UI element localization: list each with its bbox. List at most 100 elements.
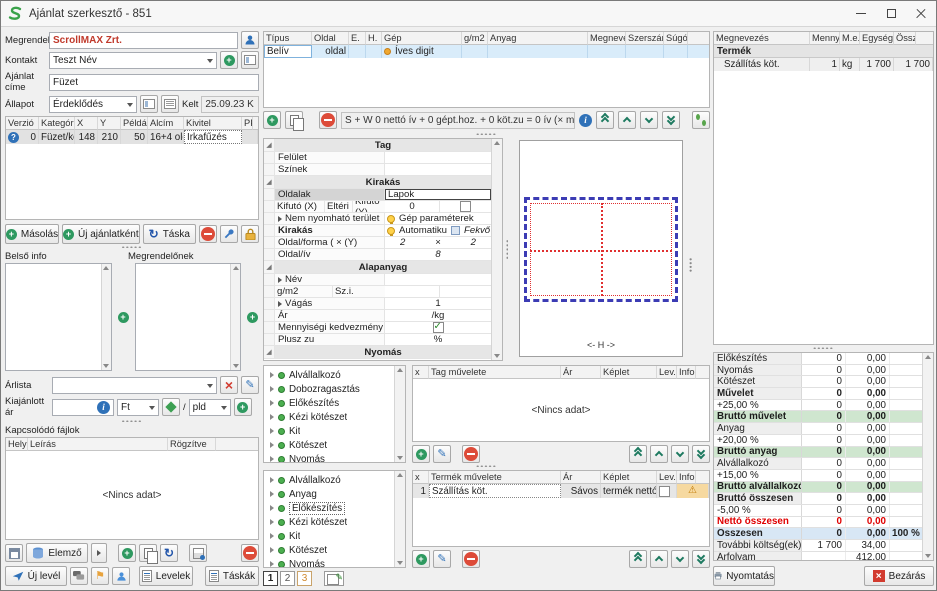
move-bottom-button[interactable] <box>692 550 710 568</box>
column-header[interactable]: Típus <box>264 32 312 45</box>
lock-button[interactable] <box>241 225 259 243</box>
summary-row[interactable]: Összesen 0 0,00 100 % <box>714 528 922 540</box>
move-up-button[interactable] <box>650 550 668 568</box>
analyzer-button[interactable]: Elemző <box>26 543 88 563</box>
checkbox[interactable] <box>460 201 471 212</box>
add-note-button[interactable] <box>117 311 129 323</box>
splitter-handle[interactable] <box>713 345 934 352</box>
column-header[interactable]: Egységár <box>860 32 894 45</box>
edit-operation-button[interactable] <box>433 445 451 463</box>
column-header[interactable]: H. <box>366 32 382 45</box>
splitter-handle[interactable] <box>5 418 259 425</box>
summary-row[interactable]: Bruttó alvállalkozó 0 0,00 <box>714 481 922 494</box>
chevron-down-icon[interactable] <box>149 405 155 410</box>
close-dialog-button[interactable]: Bezárás <box>864 566 934 586</box>
column-header[interactable]: x <box>413 366 429 379</box>
splitter-handle[interactable] <box>503 138 512 361</box>
contact-card-button[interactable] <box>241 51 259 69</box>
column-header[interactable]: Példán <box>121 117 148 130</box>
tree-item[interactable]: Kit <box>264 529 394 543</box>
section-collapse-icon[interactable]: ◢ <box>264 261 275 273</box>
column-header[interactable]: Termék művelete <box>429 471 561 484</box>
summary-row[interactable]: -5,00 % 0 0,00 <box>714 505 922 517</box>
tools-button[interactable] <box>220 225 238 243</box>
expand-arrow-icon[interactable] <box>270 491 274 497</box>
view-card-button[interactable] <box>140 95 158 113</box>
summary-row[interactable]: Nettó összesen 0 0,00 <box>714 516 922 529</box>
tree-item[interactable]: Kit <box>264 424 394 438</box>
edit-operation-button[interactable] <box>433 550 451 568</box>
expand-arrow-icon[interactable] <box>270 414 274 420</box>
remove-operation-button[interactable] <box>462 550 480 568</box>
column-header[interactable]: Hely <box>6 438 28 451</box>
summary-row[interactable]: Anyag 0 0,00 <box>714 423 922 435</box>
prop-felulet[interactable]: Felület <box>264 152 491 164</box>
summary-row[interactable]: Előkészítés 0 0,00 <box>714 353 922 365</box>
assignee-button[interactable] <box>112 567 130 585</box>
checkbox-checked[interactable] <box>432 322 444 333</box>
column-header[interactable]: Oldal <box>312 32 349 45</box>
tree-item[interactable]: Kötészet <box>264 438 394 452</box>
column-header[interactable]: Alcím <box>148 117 184 130</box>
for-customer-textarea[interactable] <box>134 263 241 371</box>
add-file-button[interactable] <box>118 544 136 562</box>
chevron-down-icon[interactable] <box>220 405 227 410</box>
prop-oldal-iv[interactable]: Oldal/ív 8 <box>264 249 491 261</box>
column-header[interactable]: X <box>75 117 98 130</box>
column-header[interactable]: PP <box>242 117 253 130</box>
expand-arrow-icon[interactable] <box>270 400 274 406</box>
expand-arrow-icon[interactable] <box>270 456 274 462</box>
version-row[interactable]: 0 Füzet/köny 148 210 50 16+4 old, S Irka… <box>6 130 258 144</box>
tree-item[interactable]: Előkészítés <box>264 396 394 410</box>
tree-item[interactable]: Nyomás <box>264 452 394 462</box>
new-mail-button[interactable]: Új levél <box>5 566 67 586</box>
date-field[interactable]: 25.09.23 K <box>201 95 259 113</box>
view-list-button[interactable] <box>161 95 179 113</box>
expand-arrow-icon[interactable] <box>270 428 274 434</box>
scrollbar[interactable] <box>394 366 405 462</box>
splitter-handle[interactable] <box>263 463 710 470</box>
bags-button[interactable]: Táskák <box>205 566 259 586</box>
chevron-down-icon[interactable] <box>207 58 213 63</box>
tree-item[interactable]: Alvállalkozó <box>264 473 394 487</box>
summary-row[interactable]: További költség(ek) 1 700 34,00 <box>714 540 922 552</box>
section-nyomas[interactable]: Nyomás <box>275 346 491 358</box>
splitter-handle[interactable] <box>686 258 695 273</box>
summary-row[interactable]: Kötészet 0 0,00 <box>714 376 922 389</box>
column-header[interactable]: Rögzítve <box>168 438 216 451</box>
expand-analyzer-button[interactable] <box>91 543 107 563</box>
checkbox[interactable] <box>659 485 670 497</box>
column-header[interactable]: g/m2 <box>462 32 488 45</box>
move-up-button[interactable] <box>618 111 636 129</box>
expand-icon[interactable] <box>278 300 282 307</box>
info-icon[interactable] <box>579 113 592 127</box>
column-header[interactable]: Info <box>677 366 696 379</box>
section-collapse-icon[interactable]: ◢ <box>264 176 275 188</box>
status-combo[interactable]: Érdeklődés <box>49 95 137 113</box>
splitter-handle[interactable] <box>263 131 710 138</box>
summary-row[interactable]: Bruttó anyag 0 0,00 <box>714 446 922 459</box>
column-header[interactable]: x <box>413 471 429 484</box>
tree-item[interactable]: Nyomás <box>264 557 394 567</box>
scrollbar[interactable] <box>230 264 240 370</box>
scrollbar[interactable] <box>394 471 405 567</box>
expand-arrow-icon[interactable] <box>270 372 274 378</box>
column-header[interactable]: Tag művelete <box>429 366 561 379</box>
flag-button[interactable] <box>91 567 109 585</box>
column-header[interactable]: Mennyis <box>810 32 840 45</box>
column-header[interactable]: Kivitel <box>184 117 242 130</box>
prop-ar[interactable]: Ár/kg <box>264 310 491 322</box>
tree-item[interactable]: Kézi kötészet <box>264 410 394 424</box>
column-header[interactable]: Súgó <box>664 32 688 45</box>
column-header[interactable]: Y <box>98 117 121 130</box>
prop-nem-nyomhato[interactable]: Nem nyomható terület Gép paraméterek <box>264 213 491 225</box>
column-header[interactable]: Verzió <box>6 117 39 130</box>
clear-pricelist-button[interactable] <box>220 376 238 394</box>
move-bottom-button[interactable] <box>662 111 680 129</box>
prop-nev[interactable]: Név <box>264 274 491 286</box>
prop-oldal-forma[interactable]: Oldal/forma ( × (Y) 2 × 2 <box>264 237 491 249</box>
column-header[interactable]: Gép <box>382 32 462 45</box>
move-down-button[interactable] <box>640 111 658 129</box>
chevron-down-icon[interactable] <box>127 102 133 107</box>
remove-file-button[interactable] <box>241 544 259 562</box>
